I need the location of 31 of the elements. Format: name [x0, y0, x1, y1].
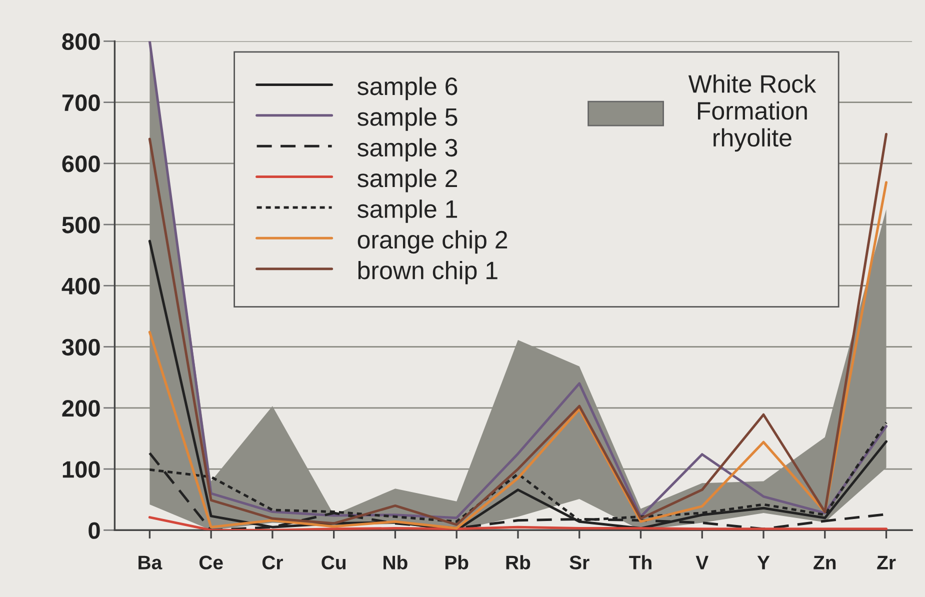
y-tick-label: 700 — [62, 94, 100, 112]
legend-label: sample 6 — [358, 76, 458, 100]
x-tick-label: Th — [629, 555, 652, 570]
y-tick-label: 100 — [62, 461, 100, 478]
x-tick-label: Zn — [814, 556, 836, 570]
x-tick-label: Y — [757, 556, 770, 570]
x-tick-label: Ce — [199, 556, 223, 570]
x-tick-label: Ba — [138, 556, 162, 570]
y-tick-label: 500 — [62, 216, 100, 234]
x-tick-label: Rb — [506, 555, 530, 570]
legend-label: sample 2 — [358, 168, 457, 192]
x-tick-label: Pb — [445, 555, 468, 570]
y-tick-label: 0 — [88, 522, 100, 539]
y-tick-label: 800 — [62, 33, 100, 50]
legend-label: orange chip 2 — [358, 230, 508, 254]
x-tick-label: Nb — [384, 555, 408, 570]
line-series — [148, 516, 888, 530]
legend-label: brown chip 1 — [358, 260, 498, 284]
x-tick-label: Zr — [877, 556, 896, 570]
x-tick-label: Cr — [262, 556, 283, 570]
legend-label: sample 3 — [358, 138, 458, 162]
x-tick-label: Cu — [322, 556, 346, 570]
x-tick-label: V — [696, 556, 708, 570]
y-tick-label: 400 — [62, 278, 100, 294]
y-tick-label: 600 — [62, 155, 100, 172]
legend-label: sample 5 — [358, 108, 458, 131]
legend-label: White Rock Formation rhyolite — [688, 74, 816, 152]
y-tick-label: 300 — [62, 338, 100, 356]
y-tick-label: 200 — [62, 400, 100, 417]
legend-label: sample 1 — [358, 200, 458, 223]
x-tick-label: Sr — [570, 556, 590, 570]
